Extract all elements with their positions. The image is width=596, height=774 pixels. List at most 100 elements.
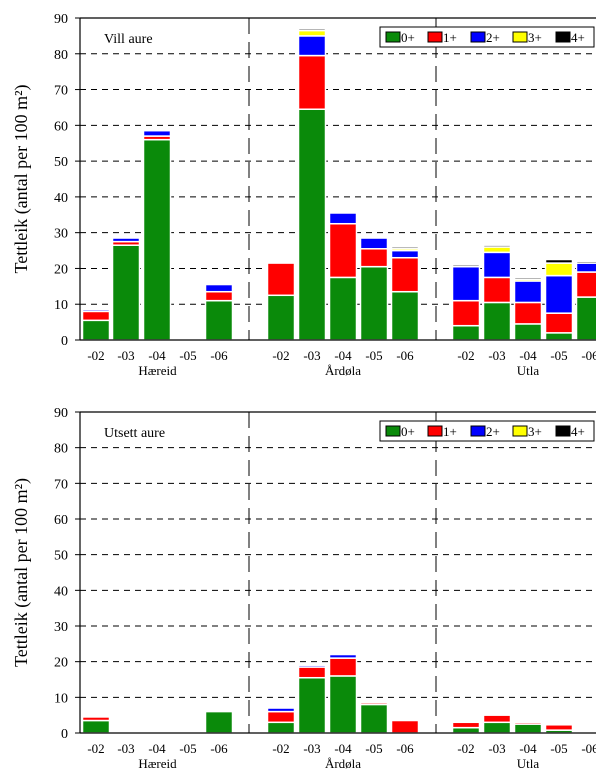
legend-swatch-4plus bbox=[555, 31, 571, 43]
x-tick-label: -02 bbox=[272, 741, 289, 756]
y-tick-label: 20 bbox=[54, 262, 68, 277]
bar-segment bbox=[81, 310, 111, 322]
bar-segment bbox=[513, 276, 543, 280]
legend-swatch-3plus bbox=[512, 31, 528, 43]
x-tick-label: -06 bbox=[396, 348, 414, 363]
y-tick-label: 50 bbox=[54, 549, 68, 564]
bar-segment bbox=[266, 294, 296, 341]
panel-title: Vill aure bbox=[104, 32, 153, 47]
bar-segment bbox=[204, 290, 234, 302]
legend-label: 0+ bbox=[401, 30, 415, 45]
bar-segment bbox=[513, 723, 543, 734]
x-tick-label: -02 bbox=[87, 348, 104, 363]
bar-segment bbox=[204, 283, 234, 293]
bar-segment bbox=[328, 657, 358, 677]
y-tick-label: 40 bbox=[54, 584, 68, 599]
bar-segment bbox=[142, 129, 172, 137]
x-tick-label: -03 bbox=[488, 348, 505, 363]
x-tick-label: -05 bbox=[179, 741, 196, 756]
legend-swatch-1plus bbox=[427, 31, 443, 43]
group-label: Hæreid bbox=[138, 363, 177, 378]
bar-segment bbox=[297, 108, 327, 341]
legend-label: 2+ bbox=[486, 30, 500, 45]
legend-swatch-3plus bbox=[512, 425, 528, 437]
x-tick-label: -02 bbox=[457, 741, 474, 756]
bar-segment bbox=[513, 280, 543, 304]
legend: 0+ 1+ 2+ 3+ 4+ bbox=[379, 26, 595, 48]
bar-segment bbox=[513, 301, 543, 325]
bar-segment bbox=[297, 676, 327, 734]
bar-segment bbox=[575, 271, 596, 298]
x-tick-label: -06 bbox=[581, 348, 596, 363]
legend-label: 4+ bbox=[571, 30, 585, 45]
bar-segment bbox=[204, 710, 234, 734]
bar-segment bbox=[297, 35, 327, 57]
x-tick-label: -04 bbox=[334, 741, 352, 756]
bar-segment bbox=[482, 714, 512, 724]
x-tick-label: -04 bbox=[519, 348, 537, 363]
y-tick-label: 50 bbox=[54, 155, 68, 170]
x-tick-label: -03 bbox=[488, 741, 505, 756]
group-label: Årdøla bbox=[325, 756, 361, 771]
y-tick-label: 80 bbox=[54, 48, 68, 63]
y-axis-label: Tettleik (antal per 100 m²) bbox=[11, 478, 32, 667]
bar-segment bbox=[390, 719, 420, 734]
bar-segment bbox=[513, 323, 543, 341]
x-tick-label: -06 bbox=[210, 348, 228, 363]
bar-segment bbox=[390, 249, 420, 259]
x-tick-label: -06 bbox=[210, 741, 228, 756]
bar-segment bbox=[451, 265, 481, 302]
bar-segment bbox=[297, 664, 327, 668]
bar-segment bbox=[451, 721, 481, 729]
legend-label: 3+ bbox=[528, 424, 542, 439]
legend-swatch-1plus bbox=[427, 425, 443, 437]
bar-segment bbox=[204, 299, 234, 341]
y-tick-label: 0 bbox=[61, 334, 68, 349]
bar-segment bbox=[328, 222, 358, 279]
x-tick-label: -05 bbox=[365, 348, 382, 363]
x-tick-label: -05 bbox=[179, 348, 196, 363]
bar-segment bbox=[81, 719, 111, 734]
bar-segment bbox=[297, 29, 327, 37]
bar-segment bbox=[451, 726, 481, 734]
bar-segment bbox=[297, 54, 327, 110]
y-tick-label: 40 bbox=[54, 191, 68, 206]
legend-label: 2+ bbox=[486, 424, 500, 439]
x-tick-label: -06 bbox=[581, 741, 596, 756]
bar-segment bbox=[390, 246, 420, 250]
bar-segment bbox=[544, 332, 574, 341]
legend-label: 0+ bbox=[401, 424, 415, 439]
y-tick-label: 70 bbox=[54, 84, 68, 99]
legend: 0+ 1+ 2+ 3+ 4+ bbox=[379, 420, 595, 442]
bar-segment bbox=[451, 264, 481, 268]
legend-swatch-4plus bbox=[555, 425, 571, 437]
x-tick-label: -02 bbox=[272, 348, 289, 363]
panel-title: Utsett aure bbox=[104, 426, 165, 441]
bar-segment bbox=[359, 237, 389, 250]
bar-segment bbox=[482, 246, 512, 254]
legend-swatch-0plus bbox=[385, 425, 401, 437]
bar-segment bbox=[575, 260, 596, 264]
bar-segment bbox=[328, 276, 358, 341]
chart-panel-1: 0 10 20 30 40 50 60 70 80 90 -02 -03 -04 -05 -06 Hæreid… bbox=[11, 12, 596, 378]
bar-segment bbox=[544, 724, 574, 731]
bar-segment bbox=[544, 258, 574, 264]
chart-panel-2: 0 10 20 30 40 50 60 70 80 90 -02 -03 -04 -05 -06 Hæreid… bbox=[11, 406, 596, 771]
group-label: Hæreid bbox=[138, 756, 177, 771]
x-tick-label: -03 bbox=[117, 348, 134, 363]
x-tick-label: -04 bbox=[148, 741, 166, 756]
bar-segment bbox=[544, 312, 574, 334]
y-tick-label: 10 bbox=[54, 691, 68, 706]
x-tick-label: -05 bbox=[550, 348, 567, 363]
group-label: Utla bbox=[517, 363, 540, 378]
bar-segment bbox=[81, 319, 111, 341]
legend-swatch-2plus bbox=[470, 31, 486, 43]
bar-segment bbox=[390, 290, 420, 341]
legend-swatch-0plus bbox=[385, 31, 401, 43]
bar-segment bbox=[390, 256, 420, 293]
legend-swatch-2plus bbox=[470, 425, 486, 437]
y-tick-label: 90 bbox=[54, 12, 68, 27]
bar-segment bbox=[328, 653, 358, 659]
group-label: Utla bbox=[517, 756, 540, 771]
